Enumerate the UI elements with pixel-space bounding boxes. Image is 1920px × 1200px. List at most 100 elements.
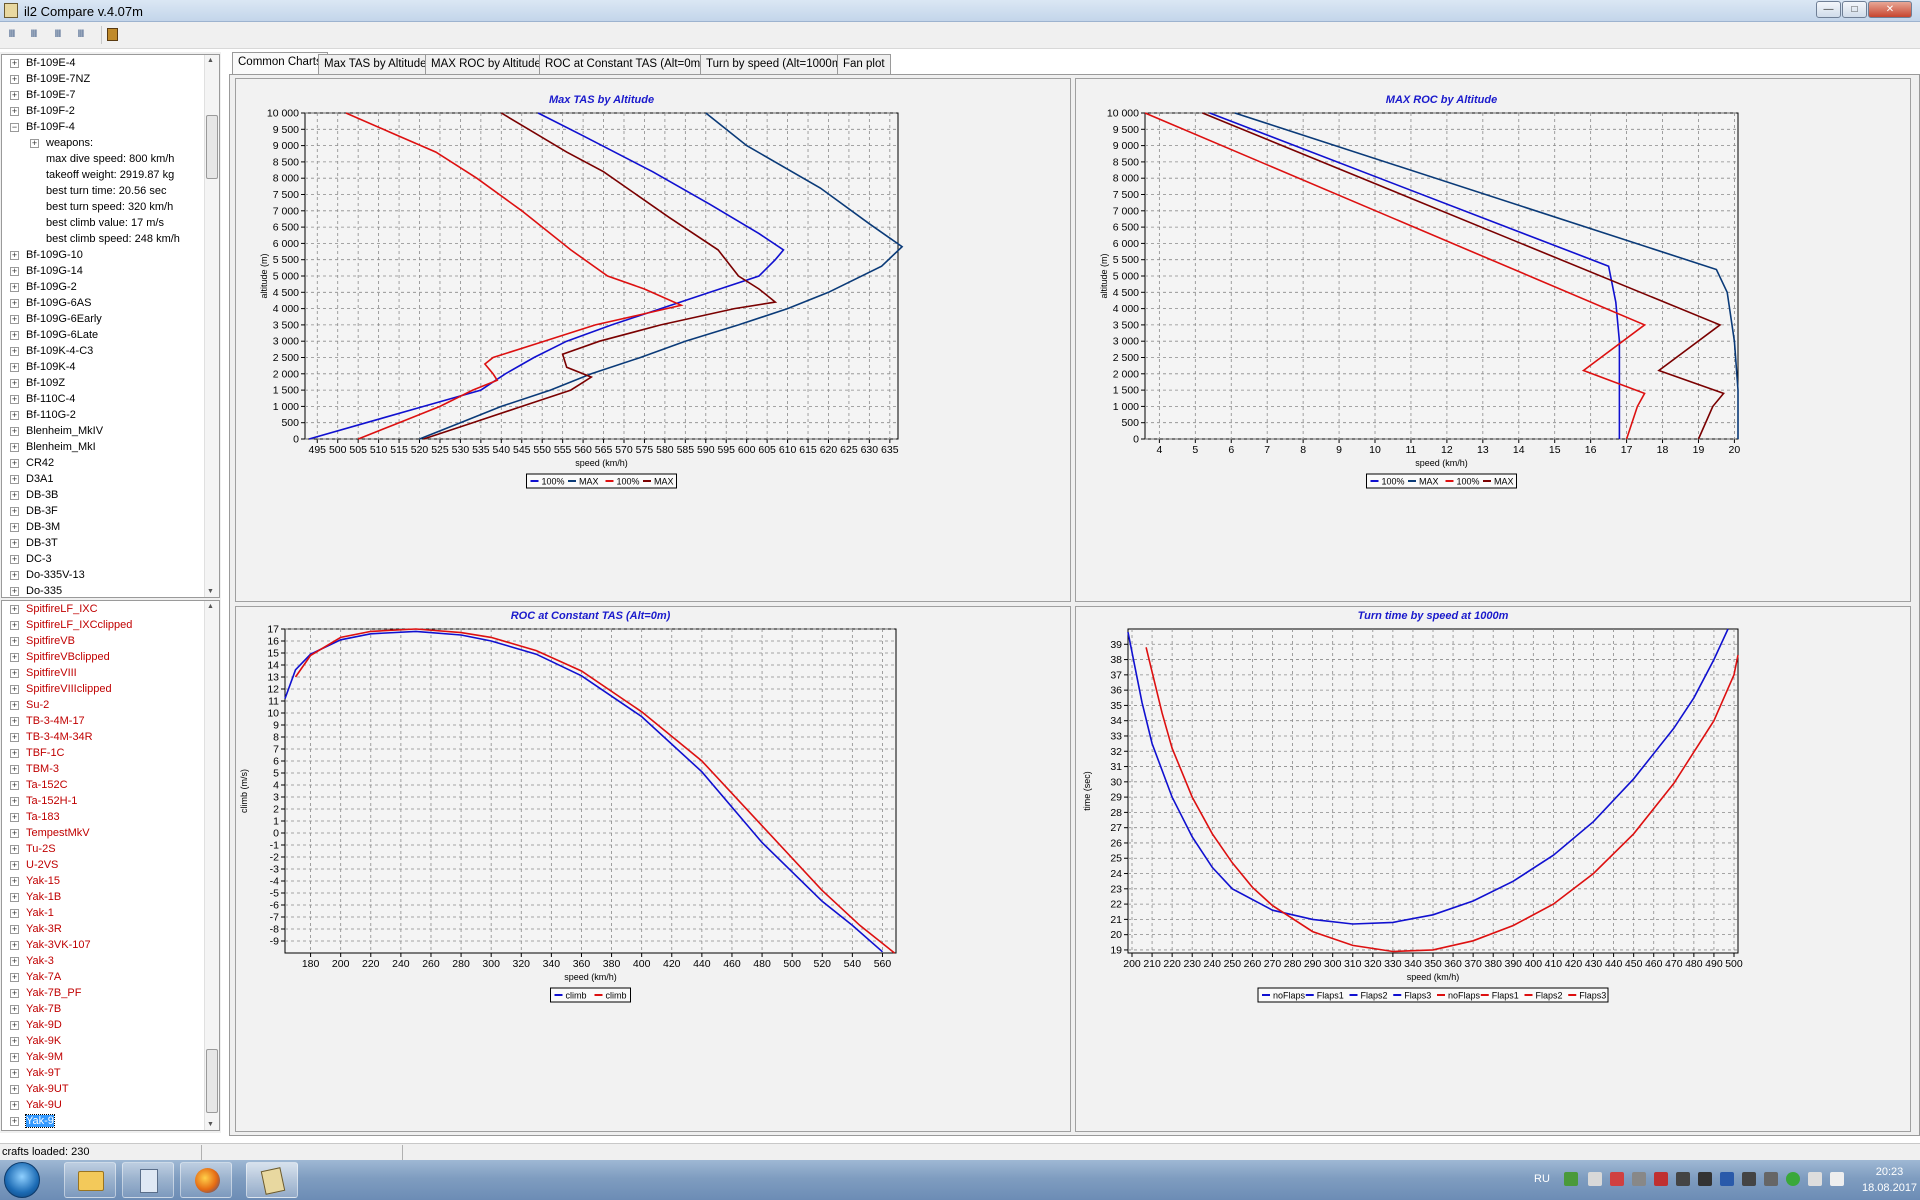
tree-item[interactable]: + TBM-3	[2, 761, 206, 777]
taskbar-firefox[interactable]	[180, 1162, 232, 1198]
tray-icon[interactable]	[1676, 1172, 1690, 1186]
tree-item[interactable]: + SpitfireVBclipped	[2, 649, 206, 665]
tree-item[interactable]: + Su-2	[2, 697, 206, 713]
tree-item[interactable]: + Bf-109Z	[2, 375, 206, 391]
expand-icon[interactable]: +	[10, 700, 19, 710]
tree-item[interactable]: + Yak-9D	[2, 1017, 206, 1033]
expand-icon[interactable]: +	[30, 138, 39, 148]
tree-item[interactable]: + Do-335V-13	[2, 567, 206, 583]
expand-icon[interactable]: +	[10, 586, 19, 596]
tab-roc-constant-tas[interactable]: ROC at Constant TAS (Alt=0m)	[539, 54, 711, 74]
expand-icon[interactable]: +	[10, 956, 19, 966]
expand-icon[interactable]: +	[10, 538, 19, 548]
tree-item[interactable]: + TempestMkV	[2, 825, 206, 841]
tree-item[interactable]: + DB-3F	[2, 503, 206, 519]
expand-icon[interactable]: +	[10, 812, 19, 822]
volume-icon[interactable]	[1830, 1172, 1844, 1186]
expand-icon[interactable]: +	[10, 282, 19, 292]
expand-icon[interactable]: +	[10, 106, 19, 116]
tree-item[interactable]: + Bf-109E-7NZ	[2, 71, 206, 87]
taskbar-explorer[interactable]	[64, 1162, 116, 1198]
tree-item[interactable]: + Bf-109E-7	[2, 87, 206, 103]
tree-item[interactable]: + Yak-3R	[2, 921, 206, 937]
tray-icon[interactable]	[1654, 1172, 1668, 1186]
tree-item[interactable]: + DB-3M	[2, 519, 206, 535]
tree-item[interactable]: takeoff weight: 2919.87 kg	[2, 167, 206, 183]
tree-item[interactable]: + Bf-110C-4	[2, 391, 206, 407]
expand-icon[interactable]: +	[10, 346, 19, 356]
expand-icon[interactable]: +	[10, 362, 19, 372]
tree-item[interactable]: + Bf-109G-6Early	[2, 311, 206, 327]
tree-item[interactable]: + TBF-1C	[2, 745, 206, 761]
toolbar-button-3[interactable]: Ⅲ	[49, 26, 67, 44]
tray-icon[interactable]	[1720, 1172, 1734, 1186]
expand-icon[interactable]: +	[10, 570, 19, 580]
expand-icon[interactable]: +	[10, 1036, 19, 1046]
tree-item[interactable]: + TB-3-4M-17	[2, 713, 206, 729]
maximize-button[interactable]: □	[1842, 1, 1867, 18]
tree-item[interactable]: best climb speed: 248 km/h	[2, 231, 206, 247]
tree-item[interactable]: best turn time: 20.56 sec	[2, 183, 206, 199]
tray-icon[interactable]	[1564, 1172, 1578, 1186]
tab-common-charts[interactable]: Common Charts	[232, 52, 328, 74]
expand-icon[interactable]: +	[10, 940, 19, 950]
expand-icon[interactable]: +	[10, 924, 19, 934]
tray-icon[interactable]	[1764, 1172, 1778, 1186]
aircraft-tree-top[interactable]: + Bf-109E-4 + Bf-109E-7NZ + Bf-109E-7 + Bf-109F…	[1, 54, 220, 598]
tree-item[interactable]: + DC-3	[2, 551, 206, 567]
tab-turn-by-speed[interactable]: Turn by speed (Alt=1000m)	[700, 54, 852, 74]
tree-item[interactable]: + SpitfireLF_IXCclipped	[2, 617, 206, 633]
tree-item[interactable]: + CR42	[2, 455, 206, 471]
tree-item[interactable]: + TB-3-4M-34R	[2, 729, 206, 745]
expand-icon[interactable]: +	[10, 860, 19, 870]
expand-icon[interactable]: +	[10, 988, 19, 998]
expand-icon[interactable]: +	[10, 764, 19, 774]
expand-icon[interactable]: +	[10, 458, 19, 468]
tree-item[interactable]: + Yak-9K	[2, 1033, 206, 1049]
tray-icon[interactable]	[1808, 1172, 1822, 1186]
tree-item[interactable]: + Yak-7A	[2, 969, 206, 985]
tree-item[interactable]: + DB-3B	[2, 487, 206, 503]
expand-icon[interactable]: +	[10, 522, 19, 532]
tree-item[interactable]: + Yak-7B	[2, 1001, 206, 1017]
tree-item[interactable]: + SpitfireVIIIclipped	[2, 681, 206, 697]
expand-icon[interactable]: +	[10, 636, 19, 646]
tree-item[interactable]: + Yak-9UT	[2, 1081, 206, 1097]
tree-item[interactable]: + Bf-109G-10	[2, 247, 206, 263]
expand-icon[interactable]: +	[10, 74, 19, 84]
expand-icon[interactable]: +	[10, 314, 19, 324]
tree-item[interactable]: + Yak-7B_PF	[2, 985, 206, 1001]
expand-icon[interactable]: +	[10, 1052, 19, 1062]
tree-item[interactable]: + Do-335	[2, 583, 206, 597]
tree-item[interactable]: + Tu-2S	[2, 841, 206, 857]
expand-icon[interactable]: +	[10, 490, 19, 500]
tray-icon[interactable]	[1786, 1172, 1800, 1186]
expand-icon[interactable]: +	[10, 716, 19, 726]
close-button[interactable]: ✕	[1868, 1, 1912, 18]
expand-icon[interactable]: +	[10, 620, 19, 630]
expand-icon[interactable]: +	[10, 442, 19, 452]
tree-item[interactable]: + Bf-109E-4	[2, 55, 206, 71]
tree-item[interactable]: + Blenheim_MkI	[2, 439, 206, 455]
tree-item[interactable]: + Yak-15	[2, 873, 206, 889]
tray-icon[interactable]	[1632, 1172, 1646, 1186]
tree-item[interactable]: + Ta-152H-1	[2, 793, 206, 809]
taskbar-calculator[interactable]	[122, 1162, 174, 1198]
tree-item[interactable]: + SpitfireVB	[2, 633, 206, 649]
tree-item[interactable]: + D3A1	[2, 471, 206, 487]
expand-icon[interactable]: +	[10, 298, 19, 308]
expand-icon[interactable]: +	[10, 1116, 19, 1126]
tree-item[interactable]: + Yak-1	[2, 905, 206, 921]
expand-icon[interactable]: +	[10, 1100, 19, 1110]
start-button[interactable]	[4, 1162, 40, 1198]
tree-item[interactable]: + Yak-1B	[2, 889, 206, 905]
expand-icon[interactable]: +	[10, 474, 19, 484]
expand-icon[interactable]: +	[10, 250, 19, 260]
expand-icon[interactable]: +	[10, 844, 19, 854]
tab-max-roc[interactable]: MAX ROC by Altitude	[425, 54, 547, 74]
collapse-icon[interactable]: −	[10, 122, 19, 132]
tree-item[interactable]: + Yak-3	[2, 953, 206, 969]
expand-icon[interactable]: +	[10, 668, 19, 678]
expand-icon[interactable]: +	[10, 330, 19, 340]
expand-icon[interactable]: +	[10, 908, 19, 918]
